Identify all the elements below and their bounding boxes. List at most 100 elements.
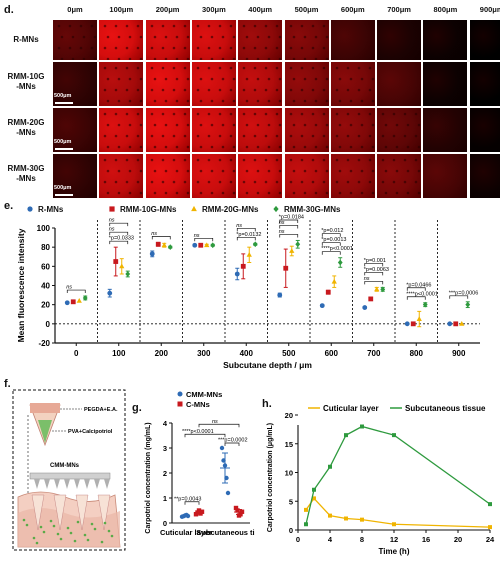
- significance-bracket: [321, 233, 341, 237]
- x-tick-label: 20: [454, 535, 462, 544]
- drug-particle: [49, 519, 53, 523]
- drug-particle: [83, 533, 87, 537]
- drug-particle: [110, 534, 114, 538]
- significance-bracket: [364, 263, 384, 267]
- panel-f-letter: f.: [4, 378, 11, 390]
- panel-h-chart: Cuticular layer Subcutaneous tissue 0 5 10 15…: [267, 404, 495, 556]
- data-point: [233, 505, 239, 511]
- significance-bracket: [184, 433, 226, 438]
- x-tick-label: 300: [197, 349, 211, 358]
- micrograph-tile: [330, 154, 375, 198]
- data-point: [331, 278, 337, 284]
- micrograph-tile: [53, 20, 97, 60]
- data-point: [312, 496, 316, 501]
- x-tick-label: 800: [410, 349, 424, 358]
- depth-label: 300μm: [202, 5, 226, 14]
- significance-label: ns: [279, 229, 285, 235]
- depth-label: 800μm: [433, 5, 458, 14]
- significance-bracket: [151, 236, 171, 240]
- x-tick-label: 500: [282, 349, 296, 358]
- x-tick-label: 4: [328, 535, 333, 544]
- micrograph-tile: [469, 108, 500, 152]
- data-point: [70, 299, 76, 305]
- data-point: [328, 464, 332, 469]
- significance-label: ****p<0.0001: [406, 291, 438, 297]
- drug-particle: [86, 538, 90, 542]
- data-point: [219, 445, 225, 451]
- micrograph-tile: [53, 62, 97, 106]
- schematic-frame: [12, 389, 126, 551]
- scale-bar-label: 500μm: [54, 185, 72, 191]
- data-point: [149, 251, 155, 257]
- x-tick-label: 8: [360, 535, 364, 544]
- significance-bracket: [321, 251, 341, 255]
- legend-marker: [191, 205, 197, 212]
- drug-particle: [107, 529, 111, 533]
- significance-label: ns: [151, 231, 157, 237]
- scale-bar: [55, 148, 73, 150]
- data-point: [125, 271, 131, 277]
- data-point: [113, 259, 119, 264]
- data-point: [319, 303, 325, 309]
- micrograph-tile: [99, 62, 144, 106]
- pegda-label: PEGDA+E.A.: [84, 407, 118, 413]
- x-tick-label: Subcutaneous tissue: [196, 528, 255, 537]
- x-tick-label: 900: [452, 349, 466, 358]
- embedded-needle: [31, 494, 45, 531]
- depth-label: 0μm: [67, 5, 83, 14]
- significance-bracket: [406, 296, 426, 300]
- y-tick-label: 1: [163, 494, 167, 503]
- data-point: [283, 265, 289, 271]
- micrograph-tile: [191, 154, 236, 198]
- micrograph-tile: [145, 108, 190, 152]
- micrograph-tile: [238, 108, 283, 152]
- y-tick-label: 100: [37, 224, 51, 233]
- drug-particle: [39, 525, 43, 529]
- micrograph-tile: [423, 20, 468, 60]
- data-point: [295, 241, 301, 248]
- micrograph-tile: [191, 62, 236, 106]
- legend-label: RMM-10G-MNs: [120, 205, 177, 214]
- micrograph-tile: [377, 108, 422, 152]
- patch-needle: [84, 479, 90, 489]
- significance-label: **p=0.0043: [174, 496, 201, 502]
- legend-label: RMM-20G-MNs: [202, 205, 259, 214]
- depth-label: 500μm: [294, 5, 319, 14]
- micrograph-tile: [330, 108, 375, 152]
- patch-needle: [94, 479, 100, 489]
- significance-label: ns: [109, 227, 115, 233]
- significance-label: *p=0.0333: [109, 236, 134, 242]
- x-tick-label: 12: [390, 535, 398, 544]
- panel-f-schematic: PEGDA+E.A. PVA+Calcipotriol CMM-MNs: [12, 389, 126, 551]
- data-point: [210, 242, 216, 249]
- x-tick-label: 700: [367, 349, 381, 358]
- drug-particle: [90, 522, 94, 526]
- significance-label: ns: [364, 276, 370, 282]
- y-axis-title: Carpotriol concentration (μg/mL): [267, 423, 274, 532]
- data-point: [204, 242, 210, 248]
- y-tick-label: 4: [163, 419, 168, 428]
- legend-label: CMM-MNs: [186, 390, 222, 399]
- data-point: [304, 522, 308, 527]
- significance-label: *p=0.012: [321, 228, 343, 234]
- significance-bracket: [109, 231, 129, 236]
- micrograph-tile: [469, 62, 500, 106]
- legend-label: R-MNs: [38, 205, 64, 214]
- data-point: [289, 248, 295, 253]
- x-tick-label: 100: [112, 349, 126, 358]
- y-tick-label: 2: [163, 469, 167, 478]
- scale-bar-label: 500μm: [54, 93, 72, 99]
- significance-label: *p=0.001: [364, 258, 386, 264]
- drug-particle: [56, 532, 60, 536]
- legend-marker: [177, 391, 183, 397]
- patch-needle: [44, 479, 50, 489]
- data-point: [392, 522, 396, 527]
- data-point: [76, 297, 82, 303]
- data-point: [374, 286, 380, 292]
- drug-particle: [52, 524, 56, 528]
- x-tick-label: 600: [325, 349, 339, 358]
- micrograph-tile: [377, 62, 422, 106]
- micrograph-tile: [284, 154, 329, 198]
- y-tick-label: 15: [285, 440, 293, 449]
- micrograph-tile: [145, 20, 190, 60]
